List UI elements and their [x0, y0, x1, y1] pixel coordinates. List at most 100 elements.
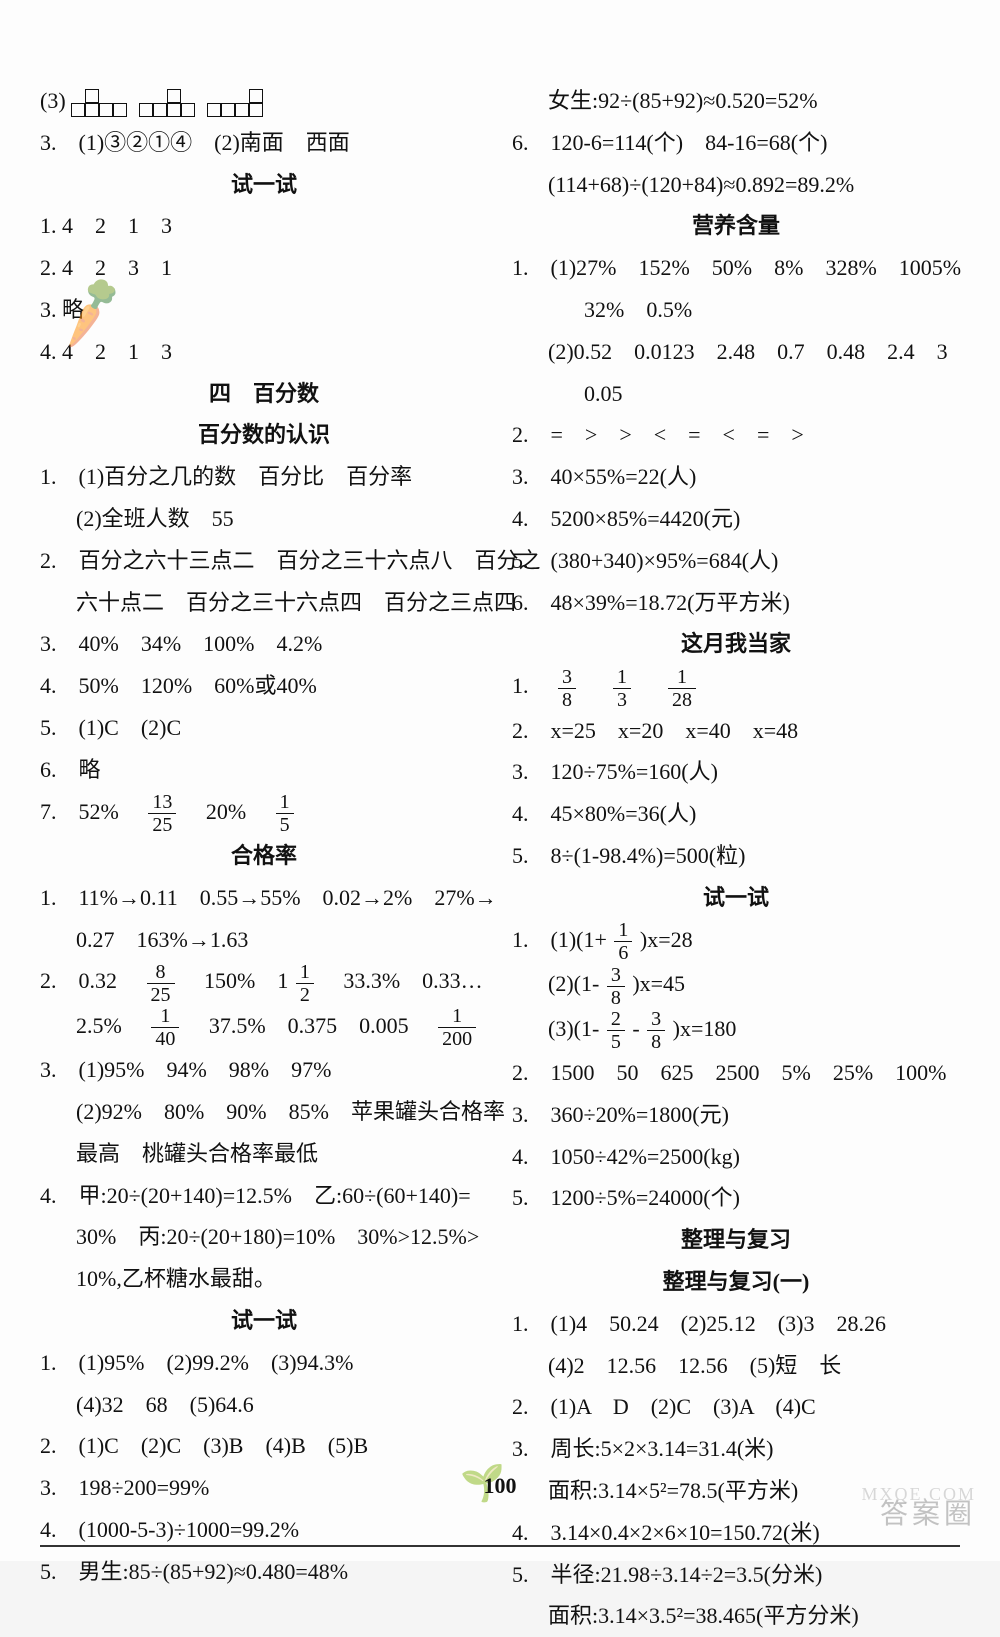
ans-line: 4. 甲:20÷(20+140)=12.5% 乙:60÷(60+140)=: [40, 1175, 488, 1217]
ans-line: (4)2 12.56 12.56 (5)短 长: [512, 1345, 960, 1387]
ans-line: 3. 120÷75%=160(人): [512, 751, 960, 793]
ans-line: 最高 桃罐头合格率最低: [40, 1133, 488, 1175]
text: 37.5% 0.375 0.005: [187, 1013, 431, 1038]
ans-line: 5. (380+340)×95%=684(人): [512, 540, 960, 582]
heading-shiyishi-1: 试一试: [40, 164, 488, 206]
ans-line: (2)0.52 0.0123 2.48 0.7 0.48 2.4 3: [512, 331, 960, 373]
ans-line: 1. 11%→0.11 0.55→55% 0.02→2% 27%→: [40, 877, 488, 919]
text: )x=45: [632, 971, 685, 996]
ans-line: 1. (1)百分之几的数 百分比 百分率: [40, 456, 488, 498]
heading-dangjia: 这月我当家: [512, 623, 960, 665]
heading-renshi: 百分数的认识: [40, 414, 488, 456]
text: )x=180: [673, 1016, 737, 1041]
ans-line: (3)(1- 25 - 38 )x=180: [512, 1008, 960, 1052]
ans-line: 2. 百分之六十三点二 百分之三十六点八 百分之: [40, 540, 488, 582]
ans-line: 6. 48×39%=18.72(万平方米): [512, 582, 960, 624]
ans-line: 30% 丙:20÷(20+180)=10% 30%>12.5%>: [40, 1216, 488, 1258]
ans-line: 4. 50% 120% 60%或40%: [40, 665, 488, 707]
ans-line: 2. 1500 50 625 2500 5% 25% 100%: [512, 1052, 960, 1094]
ans-line: 6. 略: [40, 749, 488, 791]
pentomino-shapes: [71, 89, 263, 117]
heading-yingyang: 营养含量: [512, 205, 960, 247]
fraction: 13: [613, 667, 631, 710]
text: -: [632, 1016, 639, 1041]
ans-line: (2)92% 80% 90% 85% 苹果罐头合格率: [40, 1091, 488, 1133]
footer-rule: [40, 1545, 960, 1547]
ans-line: 0.27 163%→1.63: [40, 919, 488, 961]
fraction: 16: [614, 920, 632, 963]
text: 2.5%: [76, 1013, 144, 1038]
text: 33.3% 0.33…: [321, 968, 482, 993]
ans-line: 1. 38 13 128: [512, 665, 960, 709]
fraction: 1200: [438, 1006, 476, 1049]
ans-line: (4)32 68 (5)64.6: [40, 1384, 488, 1426]
text: (2)(1-: [548, 971, 599, 996]
fraction: 128: [668, 667, 696, 710]
text: 2. 0.32: [40, 968, 139, 993]
ans-line: 六十点二 百分之三十六点四 百分之三点四: [40, 582, 488, 624]
ans-line: (2)(1- 38 )x=45: [512, 963, 960, 1007]
ans-line: 32% 0.5%: [512, 289, 960, 331]
ans-line: 2. (1)C (2)C (3)B (4)B (5)B: [40, 1425, 488, 1467]
page-number: 100: [0, 1465, 1000, 1507]
ans-line: 4. 5200×85%=4420(元): [512, 498, 960, 540]
ans-line: 2. (1)A D (2)C (3)A (4)C: [512, 1386, 960, 1428]
two-column-layout: (3) 3. (1)③②①④ (2)南面 西面 试一试 1. 4 2 1 3 2…: [40, 80, 960, 1501]
q3-shapes-row: (3): [40, 80, 488, 122]
ans-line: (2)全班人数 55: [40, 498, 488, 540]
ans-line: 2. 0.32 825 150% 1 12 33.3% 0.33…: [40, 960, 488, 1004]
fraction: 25: [607, 1009, 625, 1052]
q3-label: (3): [40, 88, 66, 113]
ans-line: 10%,乙杯糖水最甜。: [40, 1258, 488, 1300]
heading-shiyishi-3: 试一试: [512, 877, 960, 919]
ans-line: 3. (1)95% 94% 98% 97%: [40, 1049, 488, 1091]
ans-line: 2. x=25 x=20 x=40 x=48: [512, 710, 960, 752]
ans-line: 0.05: [512, 373, 960, 415]
text: 1.: [512, 673, 551, 698]
heading-zhengli: 整理与复习: [512, 1219, 960, 1261]
ans-line: 3. 40×55%=22(人): [512, 456, 960, 498]
ans-line: 1. (1)(1+ 16 )x=28: [512, 919, 960, 963]
ans-line: 3. 40% 34% 100% 4.2%: [40, 623, 488, 665]
ans-line: 7. 52% 1325 20% 15: [40, 791, 488, 835]
fraction: 12: [296, 962, 314, 1005]
sep: [584, 673, 606, 698]
heading-shiyishi-2: 试一试: [40, 1300, 488, 1342]
ans-line: 2. = > > < = < = >: [512, 414, 960, 456]
ans-line: 5. (1)C (2)C: [40, 707, 488, 749]
answer-page: 🥕 (3) 3. (1)③②①④ (2)南面 西面 试一试 1. 4 2 1 3…: [0, 0, 1000, 1561]
ans-line: 3. 周长:5×2×3.14=31.4(米): [512, 1428, 960, 1470]
ans-line: 5. 1200÷5%=24000(个): [512, 1177, 960, 1219]
text: 20%: [184, 799, 268, 824]
ans-line: 4. 1050÷42%=2500(kg): [512, 1136, 960, 1178]
ans-line: 1. 4 2 1 3: [40, 205, 488, 247]
ans-line: 面积:3.14×3.5²=38.465(平方分米): [512, 1595, 960, 1637]
text: 7. 52%: [40, 799, 141, 824]
ans-line: 3. 360÷20%=1800(元): [512, 1094, 960, 1136]
sep: [639, 673, 661, 698]
ans-line: 4. 45×80%=36(人): [512, 793, 960, 835]
ans-line: 1. (1)4 50.24 (2)25.12 (3)3 28.26: [512, 1303, 960, 1345]
ans-line: 3. (1)③②①④ (2)南面 西面: [40, 122, 488, 164]
fraction: 15: [276, 792, 294, 835]
fraction: 38: [607, 965, 625, 1008]
fraction: 38: [558, 667, 576, 710]
ans-line: 女生:92÷(85+92)≈0.520=52%: [512, 80, 960, 122]
fraction: 1325: [148, 792, 176, 835]
ans-line: 6. 120-6=114(个) 84-16=68(个): [512, 122, 960, 164]
fraction: 140: [151, 1006, 179, 1049]
fraction: 38: [647, 1009, 665, 1052]
ans-line: 1. (1)27% 152% 50% 8% 328% 1005%: [512, 247, 960, 289]
ans-line: 5. 男生:85÷(85+92)≈0.480=48%: [40, 1551, 488, 1593]
ans-line: 1. (1)95% (2)99.2% (3)94.3%: [40, 1342, 488, 1384]
text: 150% 1: [182, 968, 288, 993]
heading-zhengli-1: 整理与复习(一): [512, 1261, 960, 1303]
text: 1. (1)(1+: [512, 927, 607, 952]
text: )x=28: [640, 927, 693, 952]
ans-line: 5. 8÷(1-98.4%)=500(粒): [512, 835, 960, 877]
ans-line: 2.5% 140 37.5% 0.375 0.005 1200: [40, 1005, 488, 1049]
ans-line: (114+68)÷(120+84)≈0.892=89.2%: [512, 164, 960, 206]
watermark-main: 答案圈: [880, 1488, 976, 1541]
right-column: 女生:92÷(85+92)≈0.520=52% 6. 120-6=114(个) …: [512, 80, 960, 1501]
fraction: 825: [147, 962, 175, 1005]
